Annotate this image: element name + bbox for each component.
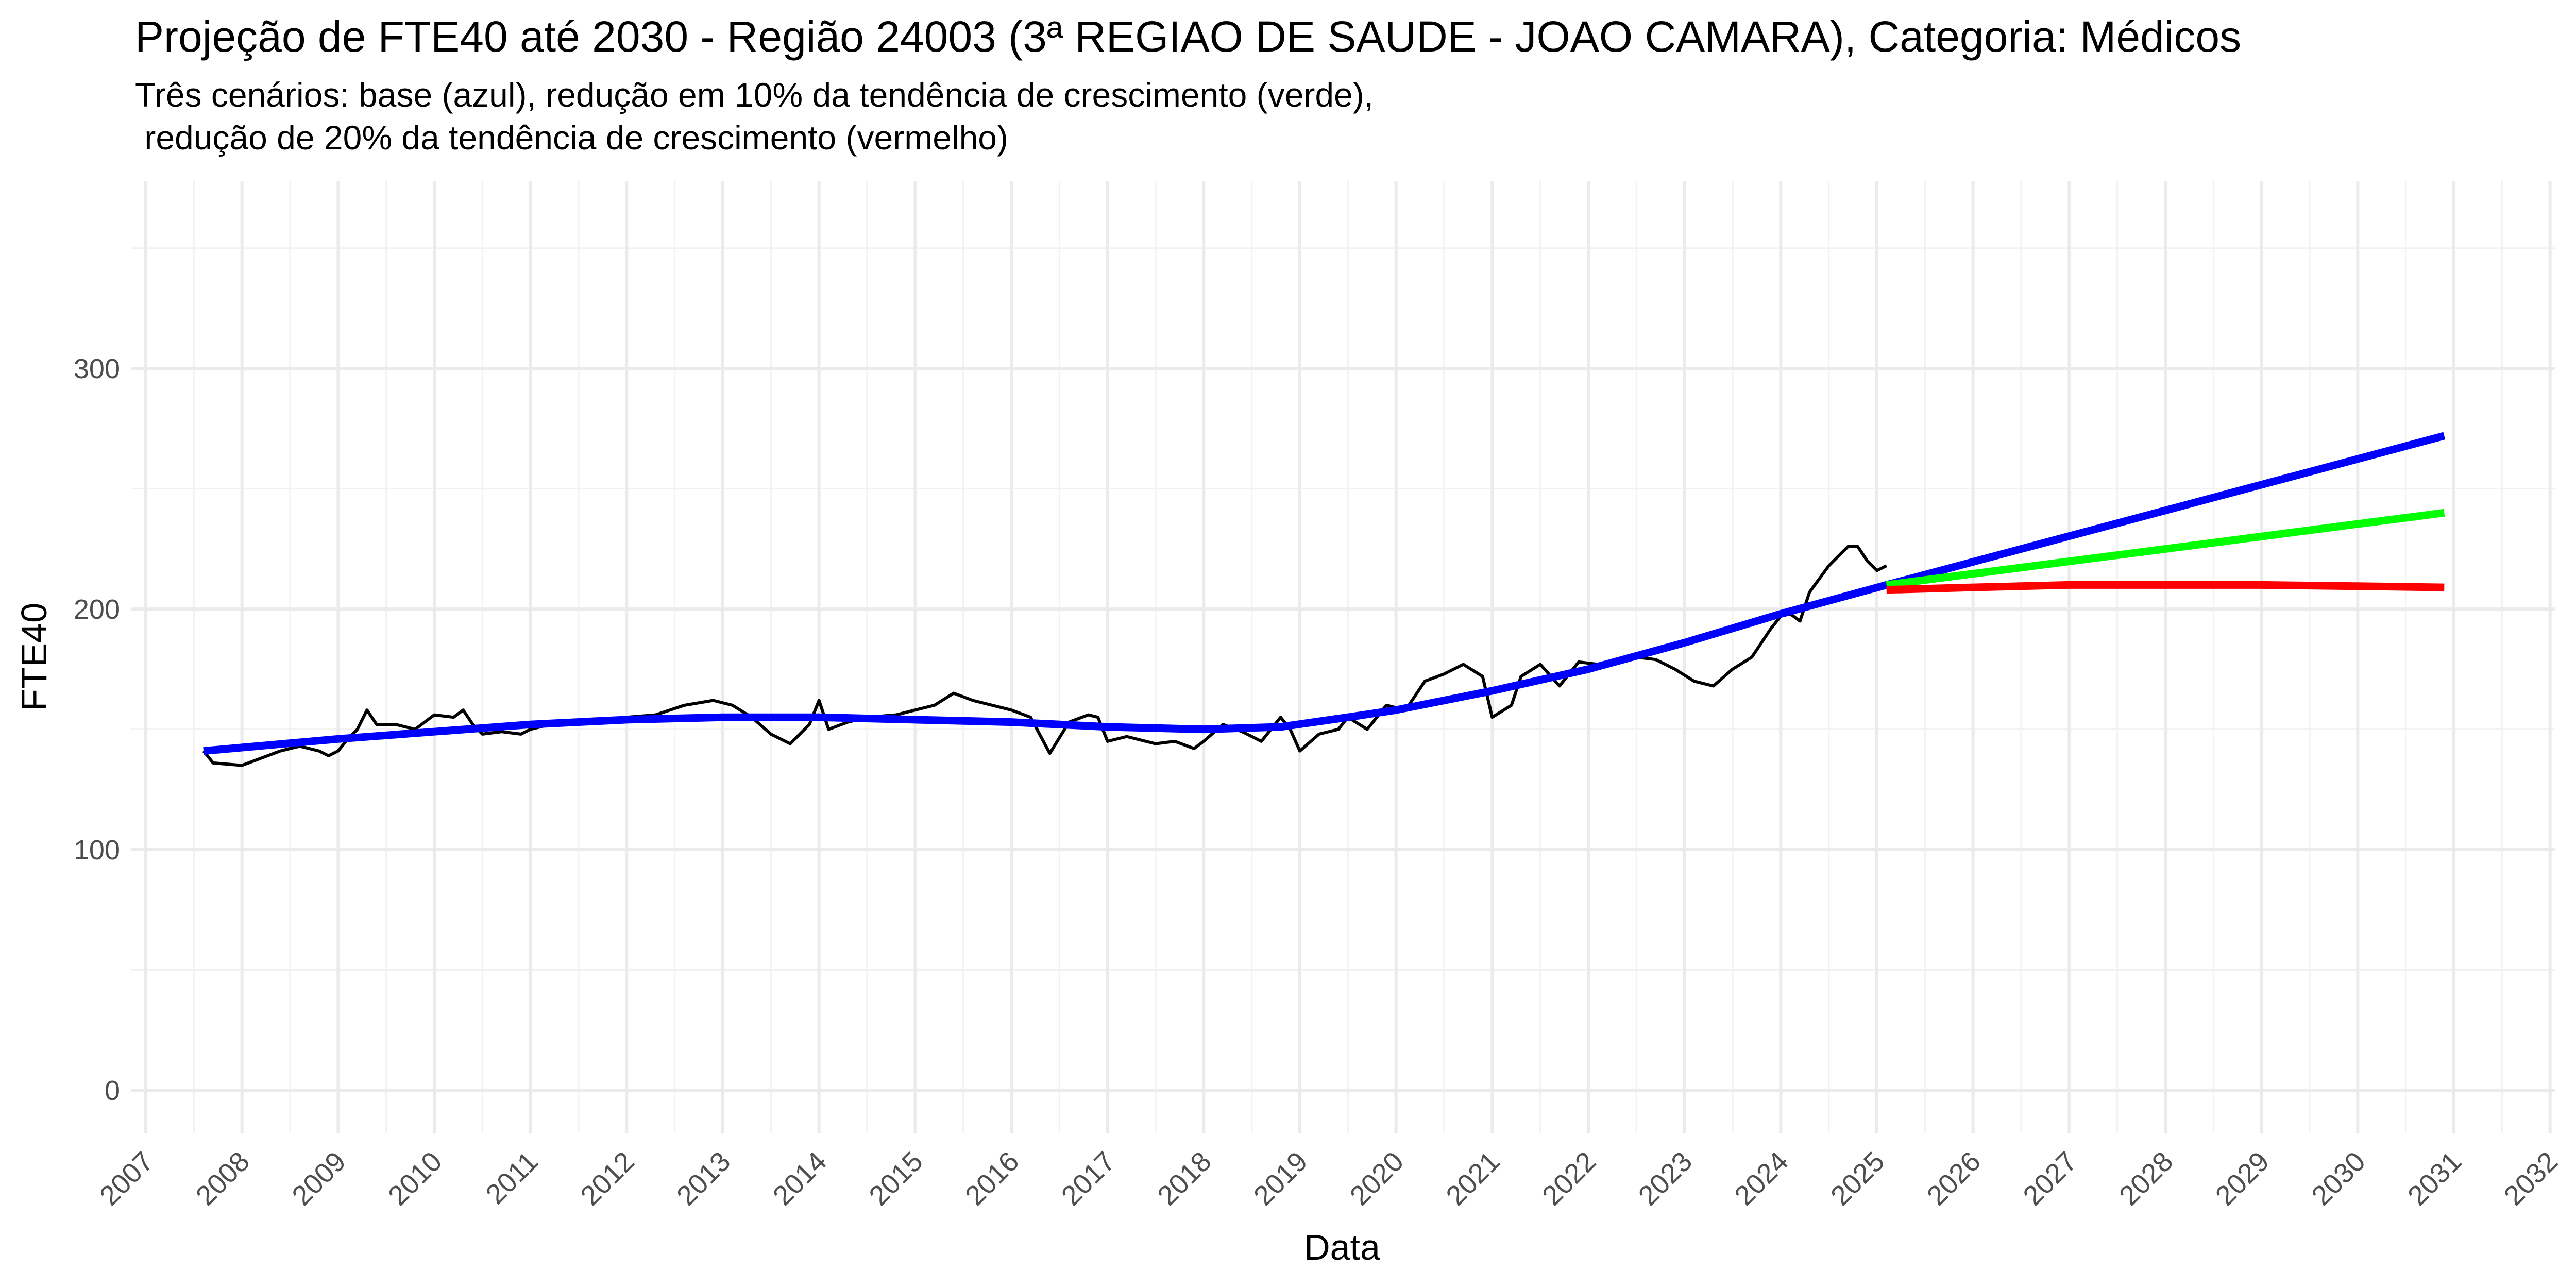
x-tick-label: 2018	[1151, 1146, 1217, 1211]
x-tick-label: 2027	[2017, 1146, 2082, 1211]
x-tick-label: 2012	[574, 1146, 640, 1211]
x-tick-label: 2029	[2210, 1146, 2275, 1211]
x-tick-label: 2032	[2498, 1146, 2564, 1211]
x-tick-label: 2028	[2113, 1146, 2179, 1211]
x-tick-label: 2017	[1056, 1146, 1121, 1211]
series-line	[1886, 509, 2445, 589]
y-tick-label: 200	[74, 594, 120, 625]
chart-title: Projeção de FTE40 até 2030 - Região 2400…	[135, 12, 2241, 61]
x-tick-label: 2031	[2402, 1146, 2467, 1211]
x-tick-label: 2015	[863, 1146, 928, 1211]
plot	[202, 432, 2446, 767]
x-tick-label: 2014	[767, 1146, 833, 1211]
series-line	[1886, 581, 2445, 594]
x-tick-label: 2021	[1440, 1146, 1505, 1211]
x-tick-label: 2019	[1248, 1146, 1313, 1211]
x-tick-label: 2022	[1536, 1146, 1602, 1211]
series-line	[203, 432, 2446, 755]
y-tick-label: 0	[105, 1075, 120, 1106]
y-axis-title: FTE40	[14, 603, 54, 711]
x-tick-label: 2013	[671, 1146, 736, 1211]
x-tick-label: 2023	[1633, 1146, 1698, 1211]
x-tick-label: 2016	[959, 1146, 1025, 1211]
series-line	[202, 545, 1888, 767]
chart-subtitle: redução de 20% da tendência de crescimen…	[135, 118, 1008, 157]
y-tick-label: 100	[74, 835, 120, 866]
chart-subtitle: Três cenários: base (azul), redução em 1…	[135, 76, 1374, 114]
x-axis-title: Data	[1304, 1227, 1380, 1267]
x-tick-label: 2008	[190, 1146, 256, 1211]
x-tick-label: 2020	[1344, 1146, 1410, 1211]
x-tick-label: 2010	[382, 1146, 448, 1211]
x-tick-label: 2030	[2306, 1146, 2371, 1211]
x-tick-label: 2009	[286, 1146, 351, 1211]
x-tick-label: 2025	[1825, 1146, 1890, 1211]
grid: 0 100 200 300 2007 2008 2009 2010 2011 2012 2013 20…	[74, 181, 2564, 1211]
x-tick-label: 2007	[94, 1146, 159, 1211]
x-tick-label: 2026	[1921, 1146, 1987, 1211]
y-tick-label: 300	[74, 353, 120, 384]
x-tick-label: 2024	[1728, 1146, 1794, 1211]
x-tick-label: 2011	[480, 1146, 545, 1210]
